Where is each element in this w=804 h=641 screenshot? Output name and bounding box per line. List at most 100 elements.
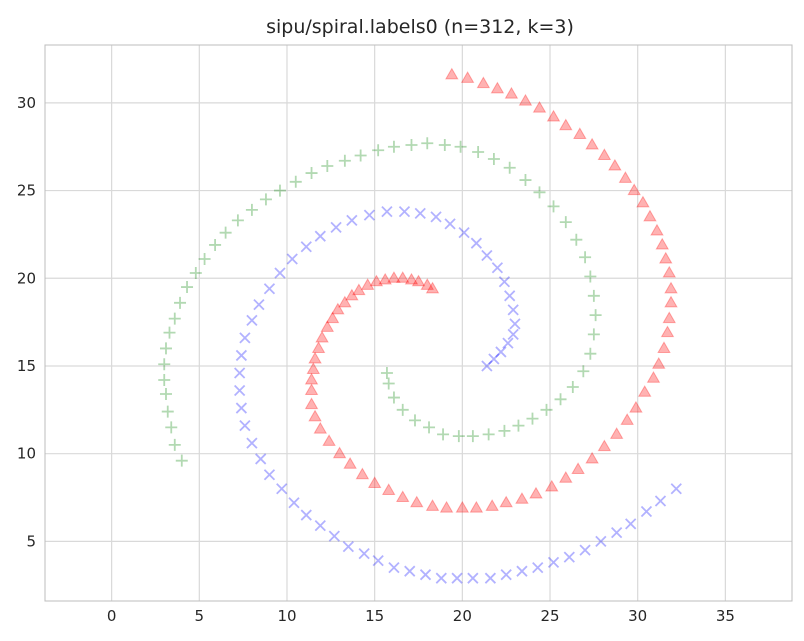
plus-marker — [577, 365, 590, 378]
x-marker — [314, 230, 326, 242]
x-marker — [300, 241, 312, 253]
plus-marker — [174, 296, 187, 309]
triangle-marker — [332, 446, 347, 459]
x-marker — [414, 207, 426, 220]
x-marker — [507, 328, 519, 341]
plus-marker — [209, 238, 222, 251]
triangle-marker — [609, 427, 624, 439]
plus-marker — [198, 252, 211, 265]
triangle-marker — [559, 471, 573, 483]
triangle-marker — [404, 272, 419, 285]
triangle-marker — [352, 283, 366, 296]
triangle-marker — [306, 362, 321, 375]
plus-marker — [163, 326, 176, 339]
tick-labels: 0 5 10 15 20 25 30 35 5 10 15 20 25 30 — [17, 94, 735, 625]
y-tick-label: 10 — [17, 445, 36, 463]
triangle-marker — [515, 492, 529, 504]
plus-marker — [438, 138, 451, 151]
triangle-marker — [660, 325, 675, 338]
triangle-marker — [460, 71, 475, 83]
triangle-marker — [490, 81, 505, 94]
triangle-marker — [338, 295, 352, 308]
triangle-marker — [655, 237, 669, 250]
triangle-marker — [304, 397, 319, 410]
x-marker — [363, 209, 376, 221]
triangle-marker — [425, 499, 440, 511]
triangle-marker — [308, 409, 322, 422]
x-marker — [451, 572, 463, 584]
x-marker — [625, 518, 637, 530]
triangle-marker — [608, 158, 622, 171]
triangle-marker — [313, 421, 328, 434]
y-tick-label: 5 — [26, 532, 36, 550]
triangle-marker — [585, 451, 599, 464]
triangle-marker — [315, 330, 329, 343]
x-tick-label: 5 — [195, 607, 205, 625]
triangle-marker — [629, 400, 643, 413]
x-marker — [263, 283, 276, 295]
triangle-marker — [485, 499, 499, 511]
x-marker — [253, 298, 265, 311]
x-marker — [246, 314, 258, 327]
x-marker — [300, 509, 312, 521]
x-marker — [532, 562, 544, 574]
plus-marker — [584, 270, 597, 283]
plus-marker — [273, 184, 286, 197]
triangle-marker — [409, 495, 424, 508]
plus-marker — [372, 144, 385, 157]
plus-marker — [387, 140, 400, 153]
triangle-marker — [395, 490, 410, 503]
x-tick-label: 0 — [107, 607, 117, 625]
x-marker — [547, 556, 560, 569]
x-marker — [263, 469, 276, 481]
x-tick-label: 25 — [540, 607, 559, 625]
x-marker — [234, 367, 246, 379]
x-marker — [484, 572, 497, 584]
plus-marker — [587, 289, 600, 302]
plus-marker — [540, 403, 553, 416]
x-marker — [234, 384, 246, 397]
plus-marker — [405, 138, 418, 151]
triangle-marker — [308, 351, 322, 364]
triangle-marker — [331, 302, 345, 315]
x-marker — [314, 519, 326, 532]
triangle-marker — [343, 456, 357, 469]
plus-marker — [382, 377, 395, 390]
x-marker — [239, 332, 251, 344]
triangle-marker — [345, 288, 359, 301]
plus-marker — [512, 419, 525, 432]
plus-marker — [526, 412, 539, 425]
triangle-marker — [387, 271, 401, 283]
x-marker — [491, 262, 504, 274]
x-marker — [488, 353, 500, 365]
x-marker — [346, 214, 358, 227]
y-tick-label: 30 — [17, 94, 36, 112]
y-tick-label: 25 — [17, 182, 36, 200]
triangle-marker — [664, 295, 678, 308]
triangle-marker — [395, 271, 410, 283]
plus-marker — [482, 428, 495, 441]
x-marker — [342, 540, 354, 553]
x-marker — [595, 535, 607, 548]
plus-marker — [231, 214, 244, 227]
x-marker — [430, 211, 442, 223]
triangle-marker — [545, 479, 559, 492]
plus-marker — [487, 153, 500, 166]
x-marker — [381, 205, 393, 218]
x-marker — [398, 205, 411, 218]
triangle-marker — [662, 265, 677, 278]
plus-marker — [259, 193, 272, 206]
x-marker — [288, 497, 300, 509]
triangle-marker — [657, 341, 671, 353]
triangle-marker — [420, 278, 435, 290]
x-marker — [563, 551, 575, 563]
triangle-marker — [662, 311, 677, 324]
plus-marker — [579, 251, 592, 264]
x-marker — [500, 569, 512, 581]
x-tick-label: 30 — [628, 607, 647, 625]
x-marker — [611, 526, 623, 539]
x-marker — [579, 544, 591, 556]
plus-marker — [354, 149, 367, 162]
x-marker — [235, 402, 248, 414]
